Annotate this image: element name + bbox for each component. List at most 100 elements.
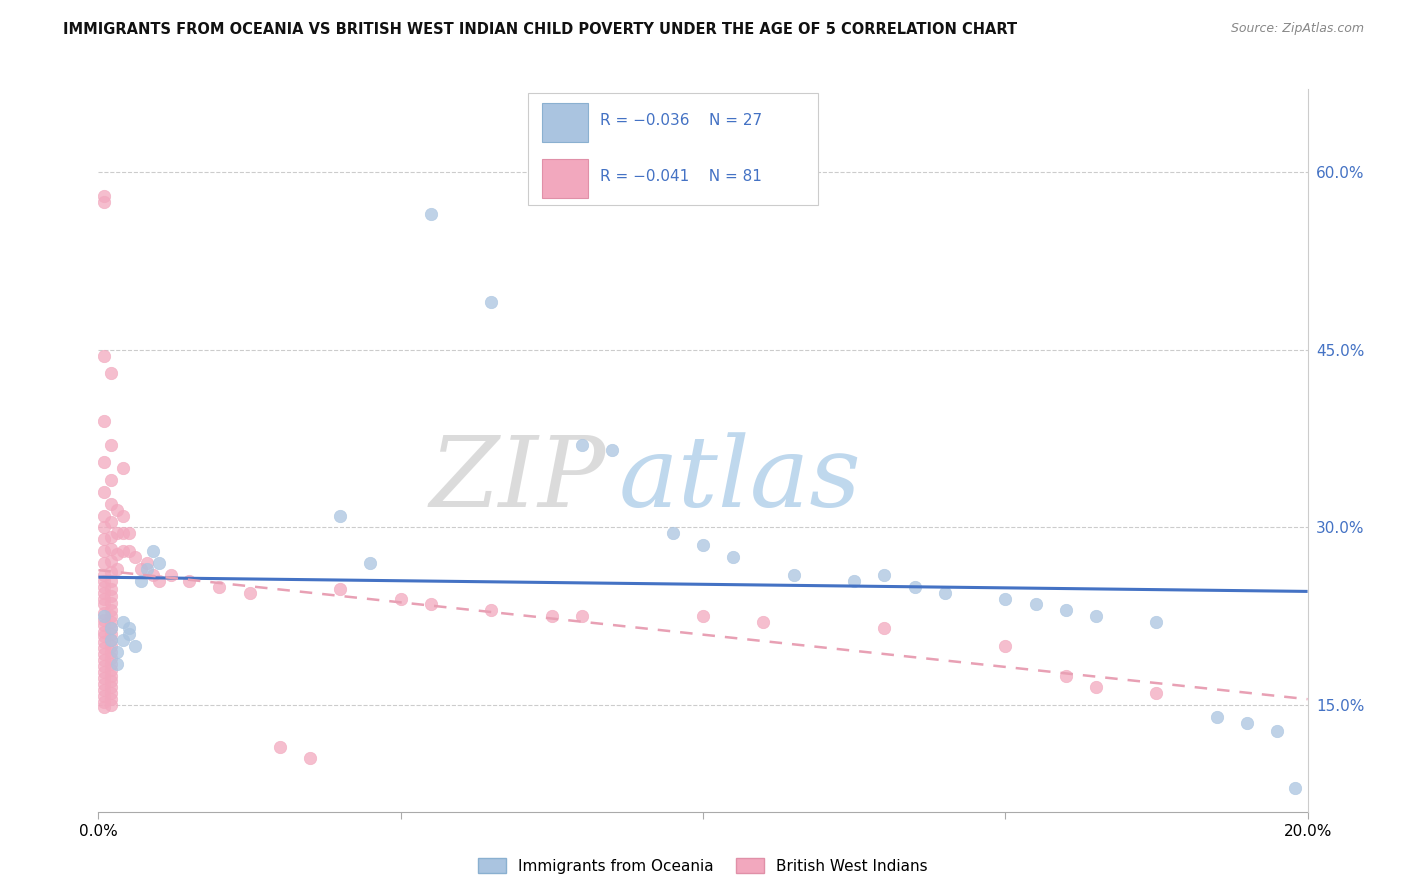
Point	[100, 674, 122, 689]
Point	[93, 606, 115, 620]
Point	[994, 639, 1017, 653]
Point	[100, 473, 122, 487]
Point	[299, 751, 322, 765]
Point	[1206, 710, 1229, 724]
Text: Source: ZipAtlas.com: Source: ZipAtlas.com	[1230, 22, 1364, 36]
Point	[1267, 724, 1289, 739]
Point	[100, 530, 122, 544]
Point	[93, 647, 115, 661]
Point	[100, 686, 122, 700]
Point	[752, 615, 775, 630]
Point	[1236, 715, 1258, 730]
Point	[1024, 598, 1046, 612]
Point	[124, 639, 146, 653]
Point	[93, 689, 115, 703]
Bar	[543, 103, 588, 143]
Point	[93, 414, 115, 428]
Point	[692, 609, 714, 624]
Point	[124, 550, 146, 565]
Point	[100, 541, 122, 556]
Point	[93, 567, 115, 582]
Point	[208, 580, 231, 594]
Point	[93, 671, 115, 685]
Point	[481, 295, 503, 310]
Point	[100, 596, 122, 610]
Point	[93, 659, 115, 673]
Point	[1284, 780, 1306, 795]
Point	[100, 645, 122, 659]
Point	[904, 580, 927, 594]
Point	[93, 641, 115, 656]
Point	[100, 515, 122, 529]
Point	[118, 526, 141, 541]
Point	[540, 609, 562, 624]
Point	[93, 613, 115, 627]
Point	[100, 582, 122, 596]
Point	[100, 589, 122, 603]
Point	[100, 668, 122, 682]
Point	[105, 502, 128, 516]
Point	[269, 739, 291, 754]
Point	[93, 556, 115, 570]
Point	[994, 591, 1017, 606]
Point	[100, 663, 122, 677]
Point	[100, 437, 122, 451]
Point	[118, 544, 141, 558]
Point	[602, 443, 624, 458]
Bar	[543, 159, 588, 199]
Point	[135, 556, 157, 570]
Legend: Immigrants from Oceania, British West Indians: Immigrants from Oceania, British West In…	[472, 852, 934, 880]
Point	[100, 639, 122, 653]
Point	[93, 574, 115, 588]
Point	[100, 574, 122, 588]
Point	[481, 603, 503, 617]
Point	[93, 695, 115, 709]
Point	[100, 609, 122, 624]
Point	[129, 562, 152, 576]
Point	[93, 629, 115, 643]
Point	[93, 533, 115, 547]
Point	[389, 591, 412, 606]
Point	[93, 591, 115, 606]
Point	[105, 645, 128, 659]
Point	[111, 508, 134, 523]
Point	[1054, 603, 1077, 617]
Point	[100, 632, 122, 647]
Point	[100, 603, 122, 617]
Text: IMMIGRANTS FROM OCEANIA VS BRITISH WEST INDIAN CHILD POVERTY UNDER THE AGE OF 5 : IMMIGRANTS FROM OCEANIA VS BRITISH WEST …	[63, 22, 1018, 37]
Point	[111, 526, 134, 541]
Point	[93, 700, 115, 714]
Point	[873, 567, 896, 582]
Point	[329, 582, 352, 596]
Point	[93, 677, 115, 691]
Point	[571, 437, 593, 451]
Point	[93, 349, 115, 363]
Point	[360, 556, 382, 570]
Point	[93, 544, 115, 558]
Point	[420, 206, 443, 220]
Point	[692, 538, 714, 552]
Point	[844, 574, 866, 588]
Point	[571, 609, 593, 624]
Point	[111, 461, 134, 475]
Point	[93, 520, 115, 534]
Point	[100, 681, 122, 695]
Point	[873, 621, 896, 635]
Point	[420, 598, 443, 612]
Point	[1085, 681, 1108, 695]
Point	[100, 698, 122, 712]
Point	[934, 585, 956, 599]
Point	[142, 544, 165, 558]
Point	[93, 624, 115, 639]
Point	[93, 682, 115, 697]
Point	[93, 665, 115, 679]
Point	[93, 585, 115, 599]
Point	[111, 632, 134, 647]
Point	[135, 562, 157, 576]
Point	[148, 574, 170, 588]
Point	[179, 574, 201, 588]
Point	[93, 609, 115, 624]
Point	[783, 567, 806, 582]
Point	[105, 657, 128, 671]
Point	[93, 617, 115, 632]
